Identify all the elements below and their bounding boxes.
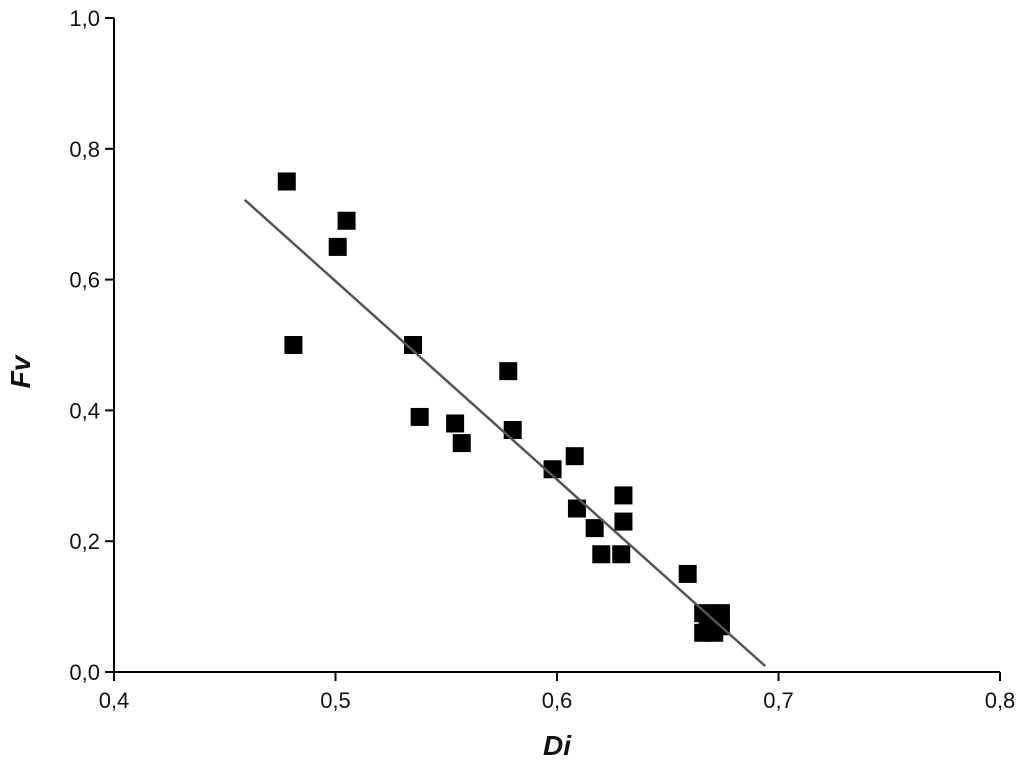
y-tick-label: 0,6	[69, 268, 100, 293]
fit-line	[243, 198, 767, 668]
y-tick-label: 0,2	[69, 529, 100, 554]
x-axis-title: Di	[543, 730, 572, 761]
y-tick-label: 0,8	[69, 137, 100, 162]
point	[614, 486, 633, 505]
y-axis-title: Fv	[5, 354, 36, 388]
point	[567, 499, 586, 518]
point	[499, 362, 518, 381]
y-tick-label: 0,4	[69, 398, 100, 423]
point	[284, 336, 303, 354]
point	[446, 414, 465, 433]
x-tick-label: 0,7	[763, 688, 794, 713]
point	[277, 172, 296, 191]
point	[612, 545, 631, 564]
point	[592, 545, 611, 564]
point	[678, 564, 697, 583]
point	[328, 237, 347, 256]
y-tick-label: 0,0	[69, 660, 100, 685]
point	[503, 421, 522, 440]
x-tick-label: 0,4	[99, 688, 130, 713]
point	[337, 211, 356, 230]
point	[585, 519, 604, 538]
point	[452, 434, 471, 453]
point	[543, 460, 562, 479]
point	[410, 407, 429, 426]
point	[565, 447, 584, 466]
x-tick-label: 0,5	[320, 688, 351, 713]
point	[614, 512, 633, 531]
point	[404, 336, 423, 354]
x-tick-label: 0,8	[985, 688, 1016, 713]
point	[698, 617, 717, 636]
y-tick-label: 1,0	[69, 6, 100, 31]
x-tick-label: 0,6	[542, 688, 573, 713]
